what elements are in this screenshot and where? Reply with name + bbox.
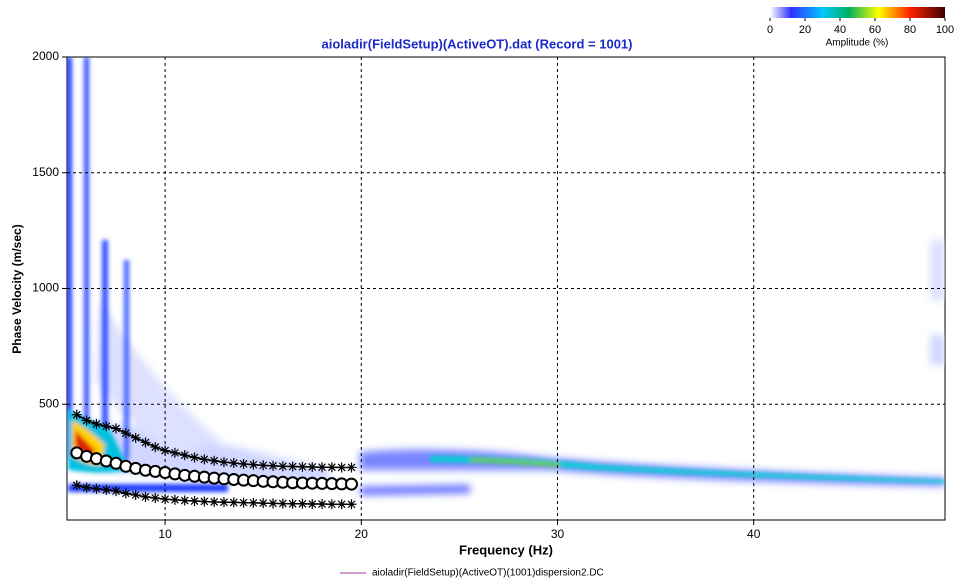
bound-point	[130, 489, 141, 500]
bound-point	[258, 498, 269, 509]
bound-point	[326, 462, 337, 473]
bound-point	[91, 418, 102, 429]
x-tick-label: 30	[551, 527, 565, 541]
bound-point	[91, 483, 102, 494]
y-axis-label: Phase Velocity (m/sec)	[10, 224, 24, 353]
bound-point	[287, 498, 298, 509]
bound-point	[218, 457, 229, 468]
bound-point	[130, 432, 141, 443]
bound-point	[160, 445, 171, 456]
colorbar-tick-label: 40	[834, 24, 846, 36]
bound-point	[228, 497, 239, 508]
bound-point	[268, 498, 279, 509]
bound-point	[326, 499, 337, 510]
chart-title: aioladir(FieldSetup)(ActiveOT).dat (Reco…	[322, 36, 633, 51]
bound-point	[336, 499, 347, 510]
colorbar-tick-label: 0	[767, 24, 773, 36]
bound-point	[336, 462, 347, 473]
bound-point	[140, 437, 151, 448]
bound-point	[179, 495, 190, 506]
bound-point	[218, 497, 229, 508]
bound-point	[199, 454, 210, 465]
bound-point	[268, 460, 279, 471]
bound-point	[287, 461, 298, 472]
x-tick-label: 10	[158, 527, 172, 541]
bound-point	[307, 461, 318, 472]
bound-point	[209, 455, 220, 466]
bound-point	[317, 462, 328, 473]
bound-point	[81, 415, 92, 426]
bound-point	[317, 499, 328, 510]
bound-point	[111, 423, 122, 434]
colorbar-tick-label: 60	[869, 24, 881, 36]
y-tick-label: 2000	[32, 49, 59, 63]
x-tick-label: 20	[355, 527, 369, 541]
legend-label: aioladir(FieldSetup)(ActiveOT)(1001)disp…	[372, 568, 604, 579]
colorbar-tick-label: 20	[799, 24, 811, 36]
bound-point	[160, 494, 171, 505]
bound-point	[189, 452, 200, 463]
bound-point	[346, 462, 357, 473]
colorbar-tick-label: 100	[936, 24, 954, 36]
bound-point	[258, 460, 269, 471]
x-tick-label: 40	[747, 527, 761, 541]
bound-point	[150, 493, 161, 504]
bound-point	[111, 486, 122, 497]
bound-point	[307, 499, 318, 510]
bound-point	[120, 428, 131, 439]
y-tick-label: 500	[39, 396, 59, 410]
colorbar-label: Amplitude (%)	[826, 38, 889, 49]
bound-point	[277, 498, 288, 509]
y-tick-label: 1000	[32, 281, 59, 295]
bound-point	[277, 461, 288, 472]
bound-point	[228, 458, 239, 469]
bound-point	[169, 494, 180, 505]
colorbar-tick-label: 80	[904, 24, 916, 36]
bound-point	[297, 461, 308, 472]
bound-point	[140, 491, 151, 502]
bound-point	[248, 459, 259, 470]
bound-point	[238, 458, 249, 469]
bound-point	[199, 496, 210, 507]
bound-point	[81, 482, 92, 493]
x-axis-label: Frequency (Hz)	[459, 542, 553, 557]
bound-point	[101, 421, 112, 432]
colorbar	[770, 7, 945, 18]
bound-point	[71, 480, 82, 491]
bound-point	[189, 496, 200, 507]
bound-point	[150, 442, 161, 453]
bound-point	[120, 488, 131, 499]
bound-point	[248, 497, 259, 508]
bound-point	[179, 450, 190, 461]
bound-point	[209, 496, 220, 507]
bound-point	[238, 497, 249, 508]
bound-point	[71, 409, 82, 420]
bound-point	[297, 498, 308, 509]
bound-point	[346, 499, 357, 510]
bound-point	[169, 447, 180, 458]
dispersion-point	[344, 477, 358, 491]
y-tick-label: 1500	[32, 165, 59, 179]
bound-point	[101, 484, 112, 495]
